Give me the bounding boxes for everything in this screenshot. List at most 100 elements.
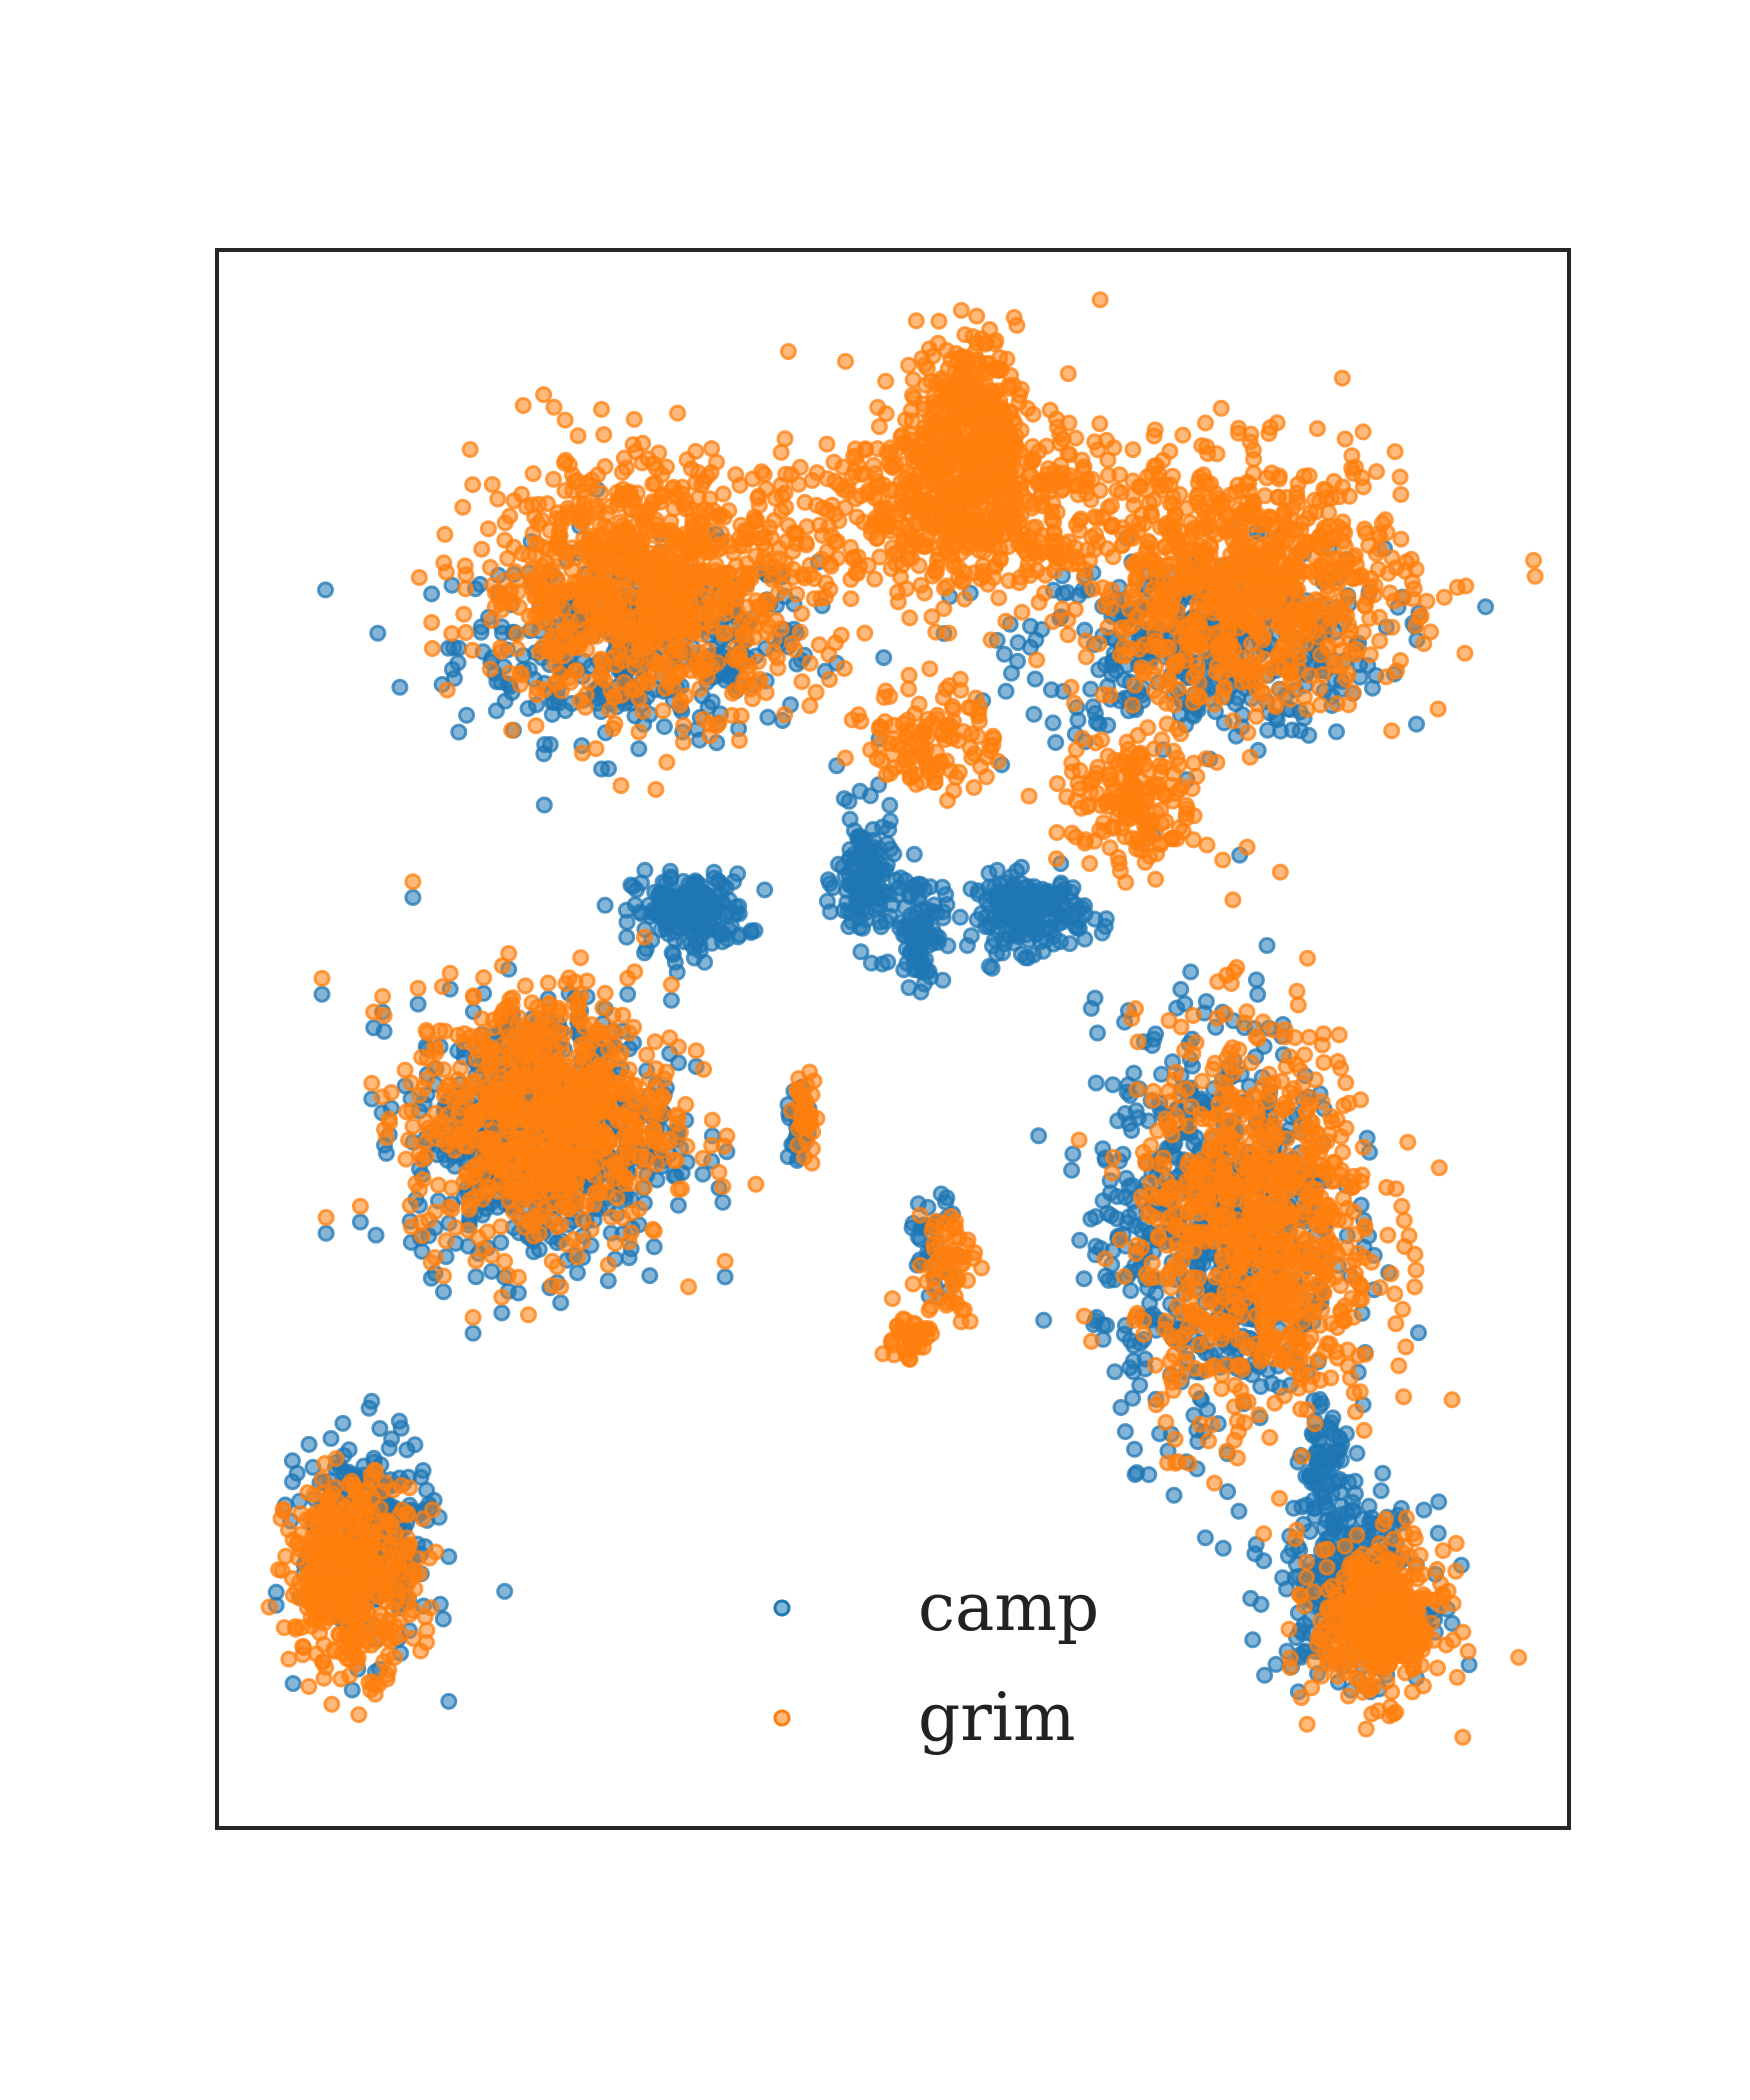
point-camp [1372, 1482, 1390, 1500]
point-grim [835, 660, 853, 677]
point-grim [1371, 632, 1389, 650]
point-camp [1316, 1471, 1334, 1489]
point-camp [756, 881, 774, 899]
point-camp [1061, 935, 1079, 953]
point-camp [885, 845, 903, 863]
point-camp [900, 979, 918, 997]
point-camp [464, 1324, 482, 1342]
point-grim [528, 686, 546, 704]
point-camp [962, 927, 980, 945]
point-grim [632, 522, 650, 540]
point-grim [496, 531, 514, 549]
point-grim [503, 721, 521, 739]
point-camp [934, 909, 952, 927]
point-grim [627, 651, 645, 669]
point-grim [801, 697, 819, 715]
point-camp [641, 1267, 659, 1285]
point-grim [545, 470, 562, 488]
point-camp [1019, 949, 1037, 967]
point-camp [423, 585, 441, 603]
point-grim [703, 440, 721, 458]
point-grim [672, 533, 690, 551]
point-grim [580, 530, 598, 548]
point-grim [531, 594, 549, 612]
point-camp [1026, 670, 1044, 688]
point-grim [646, 475, 664, 493]
point-camp [1003, 664, 1020, 682]
point-grim [501, 664, 519, 682]
point-camp [1123, 1122, 1141, 1139]
point-camp [392, 1419, 410, 1437]
point-camp [493, 1304, 511, 1322]
point-grim [827, 634, 844, 652]
point-camp [317, 581, 334, 599]
point-grim [619, 611, 637, 629]
point-grim [492, 642, 510, 660]
point-grim [1062, 678, 1080, 696]
point-grim [410, 569, 428, 586]
point-grim [821, 671, 838, 688]
point-camp [1118, 1214, 1136, 1231]
point-grim [568, 472, 586, 490]
point-camp [435, 1283, 452, 1301]
point-camp [434, 1610, 452, 1628]
point-camp [1430, 1493, 1448, 1511]
point-grim [793, 605, 811, 623]
point-grim [571, 506, 588, 524]
point-grim [552, 517, 569, 535]
point-camp [824, 879, 842, 897]
point-camp [1086, 989, 1104, 1007]
point-grim [501, 507, 519, 525]
point-grim [513, 545, 531, 562]
point-camp [877, 912, 895, 930]
point-grim [773, 502, 790, 520]
point-camp [904, 878, 922, 896]
point-grim [798, 536, 815, 554]
point-grim [658, 753, 676, 771]
point-camp [1306, 1508, 1324, 1525]
point-grim [614, 578, 632, 596]
point-camp [658, 889, 676, 907]
point-camp [875, 649, 893, 667]
point-grim [821, 580, 839, 598]
point-camp [669, 1196, 687, 1214]
point-camp [450, 723, 468, 741]
point-camp [1267, 1655, 1285, 1673]
point-camp [458, 706, 476, 724]
point-camp [1042, 681, 1060, 699]
point-grim [438, 681, 456, 699]
point-grim [700, 588, 717, 606]
point-camp [1291, 722, 1309, 740]
point-grim [1525, 551, 1543, 569]
point-camp [1196, 1529, 1214, 1547]
point-camp [1242, 1589, 1260, 1607]
point-camp [1219, 1483, 1237, 1501]
point-grim [760, 593, 778, 611]
point-camp [1013, 858, 1030, 876]
point-grim [772, 620, 790, 638]
point-grim [556, 411, 574, 429]
point-grim [563, 561, 581, 579]
point-grim [461, 441, 479, 458]
point-grim [555, 454, 573, 472]
point-grim [454, 498, 472, 516]
point-camp [412, 1468, 430, 1486]
point-camp [391, 678, 409, 696]
point-camp [367, 1226, 385, 1244]
point-camp [1089, 1024, 1106, 1042]
point-grim [671, 642, 689, 660]
point-camp [284, 1675, 302, 1692]
point-camp [445, 669, 463, 687]
point-grim [682, 662, 700, 679]
point-camp [1185, 707, 1203, 725]
point-grim [658, 604, 676, 621]
point-grim [715, 508, 733, 526]
point-grim [842, 590, 860, 608]
point-camp [618, 913, 636, 931]
point-camp [1429, 1524, 1447, 1542]
point-grim [464, 641, 481, 659]
point-grim [508, 640, 526, 658]
point-camp [728, 904, 746, 922]
point-grim [770, 539, 788, 557]
point-grim [692, 603, 710, 621]
